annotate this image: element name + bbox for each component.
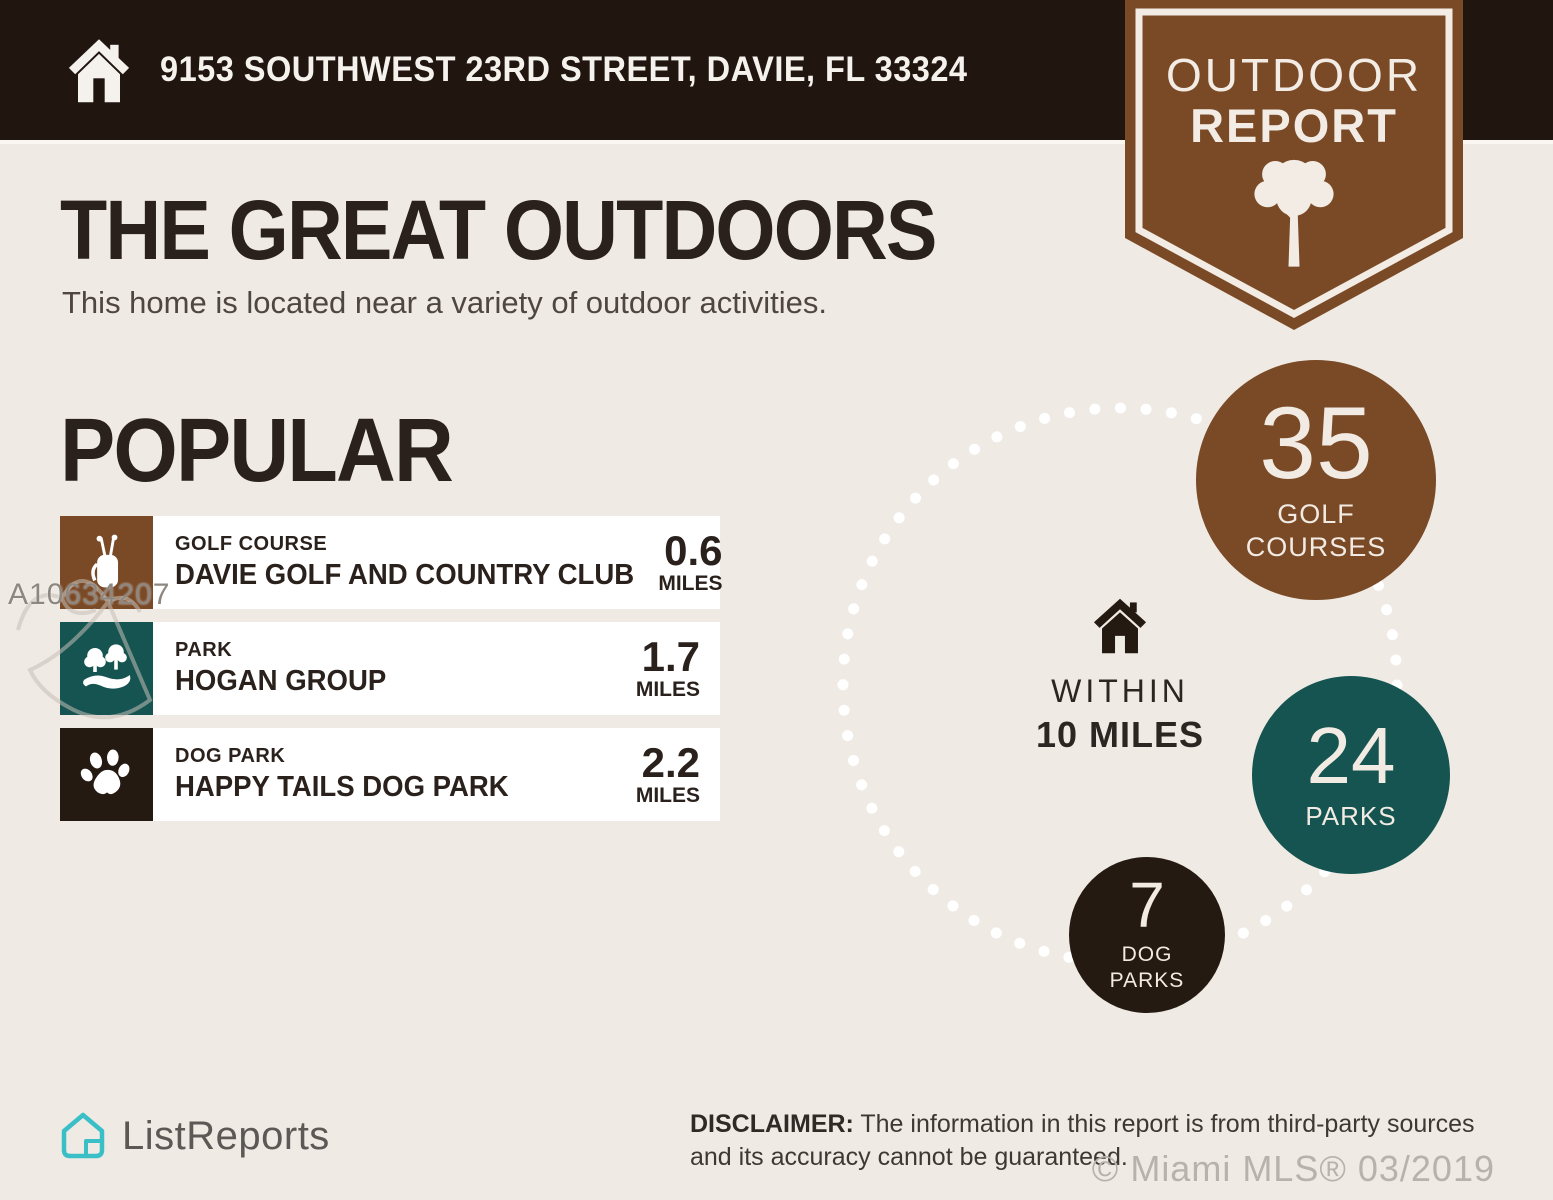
paw-icon [80,748,129,794]
park-icon [82,643,130,689]
page-subtitle: This home is located near a variety of o… [62,285,828,320]
listreports-wordmark: ListReports [122,1113,330,1158]
item-distance-unit: MILES [635,677,700,701]
item-distance: 2.2 [641,738,700,786]
list-item-park: PARK HOGAN GROUP 1.7 MILES [60,622,720,715]
park-icon-box [60,622,153,715]
item-name: DAVIE GOLF AND COUNTRY CLUB [175,559,635,591]
popular-section-title: POPULAR [60,401,454,501]
stat-value: 7 [1129,869,1165,942]
within-distance: 10 MILES [1035,714,1205,755]
stat-circle-golf-courses: 35 GOLF COURSES [1196,360,1436,600]
stat-label: PARKS [1305,800,1397,831]
item-distance-unit: MILES [658,571,723,595]
within-label: WITHIN [1051,673,1189,709]
page-title: THE GREAT OUTDOORS [60,183,937,277]
golf-bag-icon [90,534,118,587]
house-icon [1093,598,1147,654]
disclaimer-label: DISCLAIMER: [690,1110,854,1138]
home-icon [68,39,130,103]
outdoor-report-badge: OUTDOOR REPORT [1125,0,1463,336]
item-name: HAPPY TAILS DOG PARK [175,771,509,803]
item-distance-unit: MILES [635,783,700,807]
mls-id-watermark: A10634207 [8,578,171,611]
stat-value: 35 [1259,385,1373,500]
item-category: DOG PARK [175,745,286,767]
stat-value: 24 [1306,710,1396,800]
item-distance: 1.7 [641,632,700,680]
listreports-logo: ListReports [58,1110,330,1162]
disclaimer-text: DISCLAIMER: The information in this repo… [690,1110,1475,1171]
stat-circle-parks: 24 PARKS [1252,676,1450,874]
item-category: PARK [175,639,233,661]
item-name: HOGAN GROUP [175,665,387,697]
badge-title-line2: REPORT [1190,99,1398,152]
item-category: GOLF COURSE [175,533,328,555]
property-address: 9153 SOUTHWEST 23RD STREET, DAVIE, FL 33… [160,50,968,89]
radius-center-label: WITHIN 10 MILES [1020,596,1220,756]
badge-title-line1: OUTDOOR [1165,49,1423,101]
list-item-dog-park: DOG PARK HAPPY TAILS DOG PARK 2.2 MILES [60,728,720,821]
item-distance: 0.6 [664,526,723,574]
stat-label: GOLF COURSES [1245,498,1387,563]
stat-circle-dog-parks: 7 DOG PARKS [1069,857,1225,1013]
mls-copyright: © Miami MLS® 03/2019 [1091,1148,1495,1189]
dog-park-icon-box [60,728,153,821]
tree-icon [1254,159,1334,267]
stat-label: DOG PARKS [1109,943,1185,993]
popular-list: GOLF COURSE DAVIE GOLF AND COUNTRY CLUB … [60,516,723,834]
listreports-logo-icon [61,1112,105,1159]
